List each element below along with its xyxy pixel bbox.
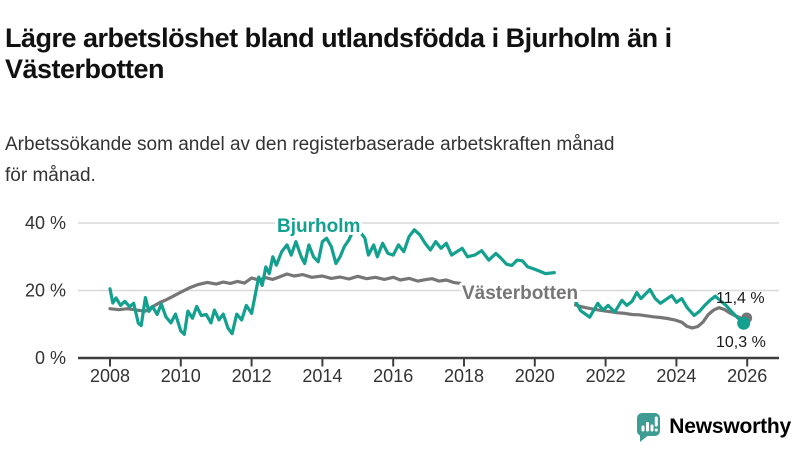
bjurholm-end-dot [737, 316, 751, 330]
y-tick-label-20: 20 % [25, 281, 66, 301]
bjurholm-end-value-label: 10,3 % [716, 334, 766, 351]
y-tick-label-0: 0 % [35, 348, 66, 368]
page-title: Lägre arbetslöshet bland utlandsfödda i … [5, 23, 672, 85]
bjurholm-line-segment-1 [108, 226, 556, 336]
chart-subtitle: Arbetssökande som andel av den registerb… [5, 134, 615, 186]
bar-1 [641, 425, 645, 432]
x-tick-label-2026: 2026 [727, 366, 767, 386]
x-tick-label-2016: 2016 [373, 366, 413, 386]
exclamation-stem [655, 416, 659, 427]
newsworthy-wordmark: Newsworthy [669, 415, 791, 438]
bar-3 [650, 424, 654, 432]
bjurholm-line-segment-2 [573, 287, 746, 325]
series-label-västerbotten: Västerbotten [462, 283, 578, 304]
newsworthy-speech-bubble-chart-icon [637, 413, 661, 442]
exclamation-dot [655, 428, 659, 432]
västerbotten-end-value-label: 11,4 % [716, 290, 765, 307]
x-tick-label-2024: 2024 [656, 366, 696, 386]
x-tick-label-2022: 2022 [586, 366, 626, 386]
västerbotten-line-segment-2 [573, 303, 746, 330]
series-label-bjurholm: Bjurholm [277, 216, 360, 237]
x-tick-label-2008: 2008 [90, 366, 130, 386]
bar-2 [646, 422, 650, 432]
x-tick-label-2018: 2018 [444, 366, 484, 386]
x-tick-label-2010: 2010 [161, 366, 201, 386]
y-tick-label-40: 40 % [25, 213, 66, 233]
x-tick-label-2020: 2020 [515, 366, 555, 386]
newsworthy-branding: Newsworthy [635, 411, 791, 443]
x-tick-label-2014: 2014 [302, 366, 342, 386]
västerbotten-line-segment-1 [108, 272, 463, 313]
x-tick-label-2012: 2012 [232, 366, 272, 386]
